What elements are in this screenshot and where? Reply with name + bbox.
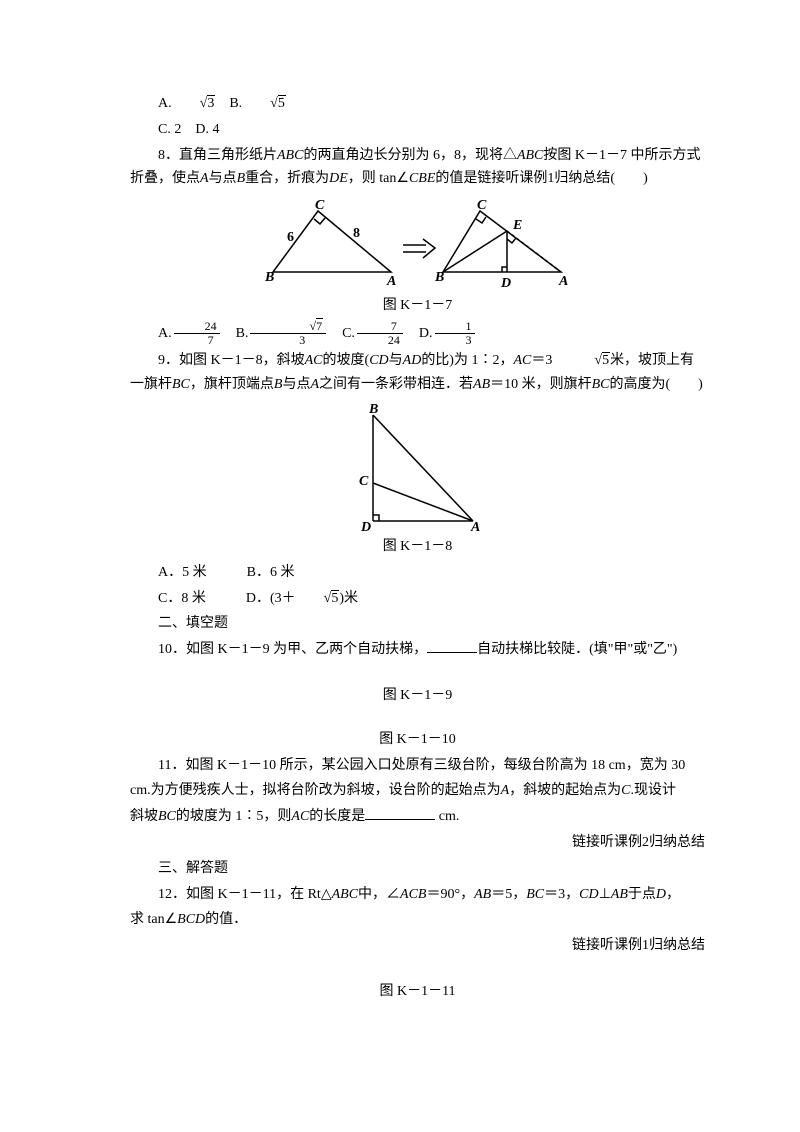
label-b2: B <box>434 270 444 285</box>
q9-options-line2: C．8 米D．(3＋5)米 <box>130 587 705 611</box>
label-a: A <box>386 274 396 289</box>
opt-a-label: A. <box>158 96 172 111</box>
q8-opt-c-frac: 724 <box>357 320 403 347</box>
q10-blank <box>427 638 477 653</box>
spacer3 <box>130 960 705 978</box>
q9-figure: B C D A <box>130 403 705 533</box>
spacer2 <box>130 710 705 726</box>
q11-blank <box>365 805 435 820</box>
q9-label-d: D <box>360 520 371 533</box>
label-e: E <box>512 218 522 233</box>
label-b: B <box>264 270 274 285</box>
label-d: D <box>500 276 511 291</box>
section2-title: 二、填空题 <box>130 612 705 636</box>
label-c: C <box>315 198 325 213</box>
opt-b-label: B. <box>229 96 242 111</box>
q10-text: 10．如图 K－1－9 为甲、乙两个自动扶梯，自动扶梯比较陡．(填"甲"或"乙"… <box>130 638 705 662</box>
q7-options-line1: A.3 B.5 <box>130 92 705 116</box>
page: A.3 B.5 C. 2 D. 4 8．直角三角形纸片ABC的两直角边长分别为 … <box>0 0 800 1132</box>
q11-line3: 斜坡BC的坡度为 1∶5，则AC的长度是 cm. <box>130 805 705 829</box>
q12-ref: 链接听课例1归纳总结 <box>130 934 705 958</box>
section3-title: 三、解答题 <box>130 857 705 881</box>
opt-d: D. 4 <box>195 122 219 137</box>
q9-label-c: C <box>359 474 369 489</box>
q9-label-b: B <box>368 403 378 417</box>
q8-svg: C B A 6 8 C <box>263 197 573 292</box>
q9-label-a: A <box>470 520 480 533</box>
q8-text: 8．直角三角形纸片ABC的两直角边长分别为 6，8，现将△ABC按图 K－1－7… <box>130 144 705 192</box>
q9-svg: B C D A <box>343 403 493 533</box>
q9-caption: 图 K－1－8 <box>130 535 705 559</box>
q9-options-line1: A．5 米B．6 米 <box>130 561 705 585</box>
q10-caption: 图 K－1－9 <box>130 684 705 708</box>
caption-k1-10: 图 K－1－10 <box>130 728 705 752</box>
label-8: 8 <box>353 226 360 241</box>
opt-a-sqrt: 3 <box>172 92 216 116</box>
q8-opt-d-frac: 13 <box>435 320 475 347</box>
q12-line2: 求 tan∠BCD的值． <box>130 908 705 932</box>
q8-opt-a-frac: 247 <box>174 320 220 347</box>
label-6: 6 <box>287 230 294 245</box>
q8-opt-b-frac: 73 <box>250 320 326 347</box>
q8-caption: 图 K－1－7 <box>130 294 705 318</box>
opt-b-sqrt: 5 <box>242 92 286 116</box>
q12-line1: 12．如图 K－1－11，在 Rt△ABC中，∠ACB＝90°，AB＝5，BC＝… <box>130 883 705 907</box>
q12-caption: 图 K－1－11 <box>130 980 705 1004</box>
q9-text: 9．如图 K－1－8，斜坡AC的坡度(CD与AD的比)为 1∶2，AC＝3 5米… <box>130 349 705 397</box>
q8-figure: C B A 6 8 C <box>130 197 705 292</box>
label-a2: A <box>558 274 568 289</box>
spacer <box>130 664 705 682</box>
q11-line2: cm.为方便残疾人士，拟将台阶改为斜坡，设台阶的起始点为A，斜坡的起始点为C.现… <box>130 779 705 803</box>
q8-options: A.247 B.73 C.724 D.13 <box>130 320 705 347</box>
q11-ref: 链接听课例2归纳总结 <box>130 831 705 855</box>
opt-c: C. 2 <box>158 122 181 137</box>
q7-options-line2: C. 2 D. 4 <box>130 118 705 142</box>
label-c2: C <box>477 198 487 213</box>
q11-line1: 11．如图 K－1－10 所示，某公园入口处原有三级台阶，每级台阶高为 18 c… <box>130 754 705 778</box>
